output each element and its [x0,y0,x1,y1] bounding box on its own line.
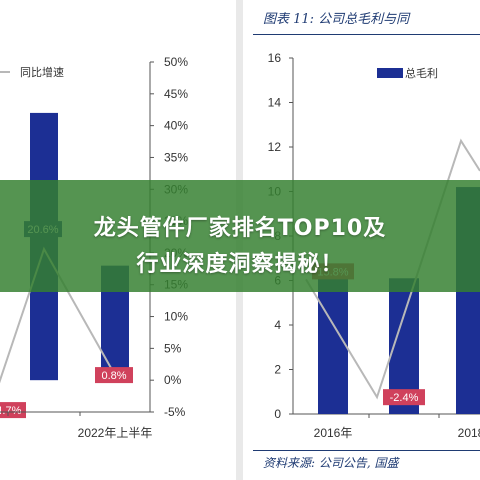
y-tick-label: 35% [164,150,188,164]
title-banner [0,180,480,292]
title-rule [253,34,480,35]
banner-headline-line-1: 龙头管件厂家排名TOP10及 [93,216,387,241]
chart-title: 图表 11: 公司总毛利与同 [263,12,410,27]
legend-bar-swatch [377,68,403,78]
bar [318,276,348,414]
y-tick-label: 45% [164,87,188,101]
y-tick-label: 2 [274,363,281,377]
data-label-box [383,389,425,406]
y-tick-label: 4 [274,318,281,332]
source-rule [253,450,480,451]
data-label: -4.7% [0,405,22,417]
data-label: 0.8% [101,370,126,382]
y-tick-label: 10% [164,310,188,324]
data-label-box [95,367,133,384]
y-tick-label: 40% [164,119,188,133]
data-label: -2.4% [390,392,419,404]
legend-label: 总毛利 [405,66,438,80]
legend-label: 同比增速 [20,65,64,79]
y-tick-label: 16 [268,51,282,65]
y-tick-label: 5% [164,341,182,355]
source-note: 资料来源: 公司公告, 国盛 [263,456,399,470]
data-label-box [0,402,26,419]
y-tick-label: 14 [268,96,282,110]
x-tick-label: 2018 [458,426,480,440]
y-tick-label: -5% [164,405,186,419]
banner-headline-line-2: 行业深度洞察揭秘！ [136,252,344,277]
y-tick-label: 0 [274,407,281,421]
x-tick-label: 2016年 [314,426,353,440]
y-tick-label: 0% [164,373,182,387]
y-tick-label: 50% [164,55,188,69]
x-tick-label: 2022年上半年 [78,426,153,440]
y-tick-label: 12 [268,140,282,154]
